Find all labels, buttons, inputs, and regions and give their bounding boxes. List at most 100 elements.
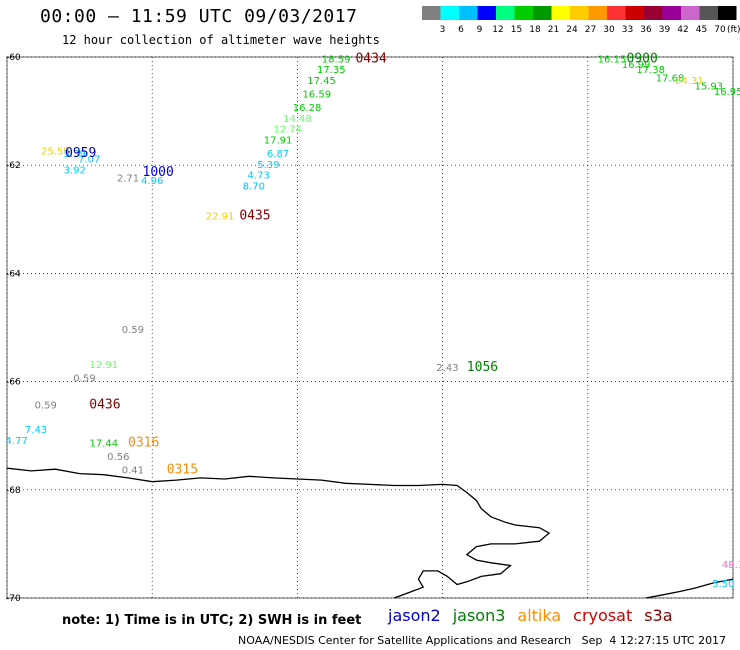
scale-swatch	[496, 6, 515, 20]
wave-height-label: 17.91	[264, 136, 293, 147]
scale-label: 36	[640, 25, 652, 35]
scale-label: 24	[566, 25, 578, 35]
wave-height-label: 4.77	[6, 436, 28, 447]
scale-label: 9	[477, 25, 483, 35]
scale-label: 3	[440, 25, 446, 35]
wave-height-label: 48.1	[722, 560, 740, 571]
wave-height-label: 4.73	[248, 171, 270, 182]
scale-label: 39	[659, 25, 671, 35]
scale-label: 12	[492, 25, 503, 35]
wave-height-label: 16.59	[302, 90, 331, 101]
wave-height-label: 5.39	[64, 149, 86, 160]
satellite-legend-cryosat: cryosat	[573, 606, 633, 625]
wave-height-label: 4.96	[141, 176, 163, 187]
wave-height-label: 16.15	[598, 54, 627, 65]
wave-height-label: 17.35	[317, 65, 346, 76]
wave-height-label: 5.39	[257, 160, 279, 171]
wave-height-label: 17.38	[636, 65, 665, 76]
wave-height-label: 0.59	[73, 374, 95, 385]
scale-swatch	[533, 6, 552, 20]
scale-label: 6	[458, 25, 464, 35]
scale-label: 45	[696, 25, 707, 35]
wave-height-label: 2.43	[436, 363, 458, 374]
wave-height-label: 0.56	[107, 452, 129, 463]
scale-swatch	[625, 6, 644, 20]
wave-height-label: 25.59	[41, 146, 70, 157]
scale-swatch	[681, 6, 700, 20]
scale-swatch	[477, 6, 496, 20]
scale-unit: (ft)	[727, 25, 740, 35]
satellite-legend-altika: altika	[517, 606, 562, 625]
satellite-legend-s3a: s3a	[644, 606, 673, 625]
scale-swatch	[422, 6, 441, 20]
satellite-legend-jason3: jason3	[452, 606, 506, 625]
scale-swatch	[718, 6, 737, 20]
satellite-legend: jason2 jason3 altika cryosat s3a	[388, 606, 685, 625]
wave-height-label: 16.95	[714, 87, 740, 98]
scale-swatch	[588, 6, 607, 20]
scale-label: 21	[548, 25, 559, 35]
lat-tick-label: -68	[6, 486, 21, 496]
map-title: 00:00 – 11:59 UTC 09/03/2017	[40, 6, 358, 27]
scale-swatch	[699, 6, 718, 20]
wave-height-label: 24.31	[675, 76, 704, 87]
scale-label: 30	[603, 25, 615, 35]
scale-label: 42	[677, 25, 688, 35]
lat-tick-label: -70	[6, 594, 21, 604]
map-frame	[6, 56, 734, 599]
scale-label: 18	[529, 25, 541, 35]
pass-time-label: 0434	[355, 51, 386, 66]
footer-timestamp: Sep 4 12:27:15 UTC 2017	[581, 634, 727, 647]
scale-swatch	[551, 6, 570, 20]
wave-height-label: 7.07	[78, 154, 100, 165]
scale-swatch	[514, 6, 533, 20]
scale-swatch	[662, 6, 681, 20]
lat-tick-label: -64	[6, 269, 21, 279]
wave-height-label: 17.45	[307, 76, 336, 87]
wave-height-label: 17.68	[656, 73, 685, 84]
wave-height-label: 8.70	[243, 182, 265, 193]
coastline-east	[645, 578, 734, 599]
scale-label: 33	[622, 25, 633, 35]
wave-height-label: 14.48	[283, 114, 312, 125]
coastline	[6, 467, 551, 599]
lat-tick-label: -62	[6, 161, 21, 171]
scale-swatch	[570, 6, 589, 20]
note-text: note: 1) Time is in UTC; 2) SWH is in fe…	[62, 613, 362, 628]
wave-height-label: 16.28	[293, 103, 322, 114]
wave-height-label: 5.50	[712, 579, 734, 590]
pass-time-label: 1056	[467, 360, 498, 375]
pass-time-label: 0435	[239, 208, 270, 223]
wave-height-label: 6.87	[267, 149, 289, 160]
pass-time-label: 0436	[89, 398, 120, 413]
scale-swatch	[644, 6, 663, 20]
wave-height-label: 12.91	[89, 360, 118, 371]
footer-agency: NOAA/NESDIS Center for Satellite Applica…	[238, 634, 572, 647]
pass-time-label: 1000	[143, 165, 174, 180]
lat-tick-label: -60	[6, 53, 21, 63]
map-subtitle: 12 hour collection of altimeter wave hei…	[62, 33, 380, 47]
pass-time-label: 0900	[627, 51, 658, 66]
color-scale-legend: 3 6 9 12 15 18 21 24 27 30 33 36 39 42 45 70 (ft)	[422, 6, 740, 35]
wave-height-label: 0.59	[122, 325, 144, 336]
wave-height-label: 16.99	[622, 60, 651, 71]
scale-label: 70	[714, 25, 726, 35]
wave-height-label: 17.44	[89, 439, 118, 450]
scale-swatch	[459, 6, 478, 20]
wave-height-label: 15.93	[694, 81, 723, 92]
pass-time-label: 0959	[65, 146, 96, 161]
wave-height-label: 3.92	[64, 165, 86, 176]
wave-height-label: 0.59	[35, 401, 57, 412]
altimeter-map: 606366697275-60-62-64-66-68-7025.595.397…	[6, 51, 740, 604]
pass-time-label: 0315	[167, 463, 198, 478]
lat-tick-label: -66	[6, 378, 21, 388]
wave-height-label: 2.71	[117, 173, 139, 184]
scale-label: 27	[585, 25, 596, 35]
wave-height-label: 0.41	[122, 466, 144, 477]
satellite-legend-jason2: jason2	[388, 606, 441, 625]
footer-text: NOAA/NESDIS Center for Satellite Applica…	[238, 634, 726, 647]
wave-height-label: 7.43	[25, 425, 47, 436]
scale-swatch	[607, 6, 626, 20]
pass-time-label: 0316	[128, 436, 159, 451]
wave-height-label: 18.59	[322, 54, 351, 65]
